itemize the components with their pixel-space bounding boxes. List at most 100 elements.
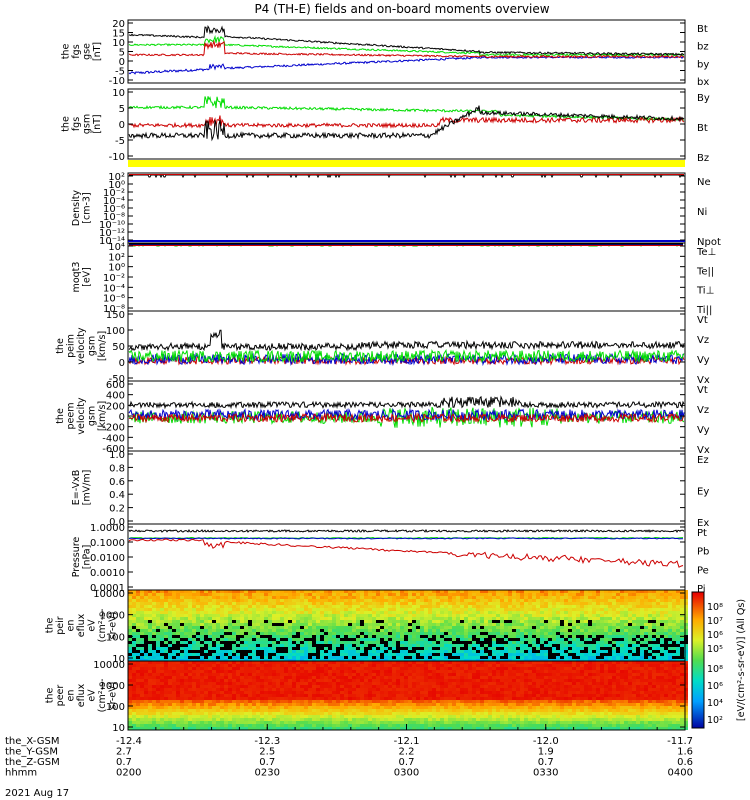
spectrogram-cell	[300, 709, 304, 712]
spectrogram-cell	[248, 656, 252, 659]
spectrogram-cell	[352, 673, 356, 676]
spectrogram-cell	[176, 611, 180, 614]
spectrogram-cell	[476, 650, 480, 653]
spectrogram-cell	[404, 623, 408, 626]
spectrogram-cell	[588, 629, 592, 632]
spectrogram-cell	[312, 620, 316, 623]
spectrogram-cell	[440, 617, 444, 620]
spectrogram-cell	[176, 614, 180, 617]
spectrogram-cell	[288, 694, 292, 697]
spectrogram-cell	[288, 676, 292, 679]
spectrogram-cell	[236, 712, 240, 715]
spectrogram-cell	[424, 647, 428, 650]
spectrogram-cell	[164, 682, 168, 685]
spectrogram-cell	[580, 644, 584, 647]
spectrogram-cell	[156, 626, 160, 629]
spectrogram-cell	[672, 629, 676, 632]
spectrogram-cell	[268, 599, 272, 602]
spectrogram-cell	[152, 626, 156, 629]
spectrogram-cell	[156, 611, 160, 614]
spectrogram-cell	[300, 667, 304, 670]
spectrogram-cell	[156, 664, 160, 667]
spectrogram-cell	[200, 608, 204, 611]
spectrogram-cell	[660, 659, 664, 661]
spectrogram-cell	[480, 647, 484, 650]
spectrogram-cell	[484, 596, 488, 599]
spectrogram-cell	[476, 602, 480, 605]
spectrogram-cell	[328, 608, 332, 611]
spectrogram-cell	[380, 626, 384, 629]
spectrogram-cell	[352, 653, 356, 656]
spectrogram-cell	[260, 611, 264, 614]
spectrogram-cell	[296, 611, 300, 614]
spectrogram-cell	[388, 605, 392, 608]
spectrogram-cell	[504, 635, 508, 638]
spectrogram-cell	[176, 605, 180, 608]
spectrogram-cell	[440, 626, 444, 629]
spectrogram-cell	[544, 635, 548, 638]
spectrogram-cell	[188, 676, 192, 679]
spectrogram-cell	[140, 605, 144, 608]
spectrogram-cell	[400, 614, 404, 617]
spectrogram-cell	[460, 638, 464, 641]
spectrogram-cell	[508, 626, 512, 629]
spectrogram-cell	[592, 650, 596, 653]
spectrogram-cell	[668, 608, 672, 611]
spectrogram-cell	[248, 599, 252, 602]
y-axis-label: peim	[66, 334, 77, 358]
spectrogram-cell	[248, 721, 252, 724]
spectrogram-cell	[348, 685, 352, 688]
spectrogram-cell	[612, 650, 616, 653]
spectrogram-cell	[448, 638, 452, 641]
spectrogram-cell	[312, 614, 316, 617]
spectrogram-cell	[132, 602, 136, 605]
spectrogram-cell	[300, 623, 304, 626]
spectrogram-cell	[600, 590, 604, 593]
spectrogram-cell	[244, 650, 248, 653]
spectrogram-cell	[148, 718, 152, 721]
spectrogram-cell	[132, 694, 136, 697]
spectrogram-cell	[344, 697, 348, 700]
spectrogram-cell	[444, 656, 448, 659]
spectrogram-cell	[228, 661, 232, 664]
spectrogram-cell	[164, 620, 168, 623]
spectrogram-cell	[320, 712, 324, 715]
spectrogram-cell	[520, 614, 524, 617]
spectrogram-cell	[628, 653, 632, 656]
spectrogram-cell	[284, 620, 288, 623]
spectrogram-cell	[320, 620, 324, 623]
spectrogram-cell	[172, 593, 176, 596]
spectrogram-cell	[360, 715, 364, 718]
spectrogram-cell	[172, 691, 176, 694]
spectrogram-cell	[464, 620, 468, 623]
spectrogram-cell	[664, 605, 668, 608]
spectrogram-cell	[356, 709, 360, 712]
spectrogram-cell	[536, 656, 540, 659]
spectrogram-cell	[260, 614, 264, 617]
spectrogram-cell	[528, 605, 532, 608]
spectrogram-cell	[540, 593, 544, 596]
spectrogram-cell	[132, 709, 136, 712]
spectrogram-cell	[556, 617, 560, 620]
spectrogram-cell	[204, 596, 208, 599]
spectrogram-cell	[492, 632, 496, 635]
spectrogram-cell	[412, 650, 416, 653]
spectrogram-cell	[176, 638, 180, 641]
spectrogram-cell	[372, 641, 376, 644]
spectrogram-cell	[216, 656, 220, 659]
spectrogram-cell	[192, 679, 196, 682]
legend-Pb: Pb	[697, 547, 709, 558]
spectrogram-cell	[328, 626, 332, 629]
spectrogram-cell	[348, 653, 352, 656]
spectrogram-cell	[292, 653, 296, 656]
spectrogram-cell	[196, 596, 200, 599]
spectrogram-cell	[152, 667, 156, 670]
spectrogram-cell	[400, 608, 404, 611]
spectrogram-cell	[300, 661, 304, 664]
spectrogram-cell	[260, 635, 264, 638]
spectrogram-cell	[308, 659, 312, 661]
spectrogram-cell	[328, 590, 332, 593]
spectrogram-cell	[132, 593, 136, 596]
spectrogram-cell	[316, 650, 320, 653]
spectrogram-cell	[424, 590, 428, 593]
